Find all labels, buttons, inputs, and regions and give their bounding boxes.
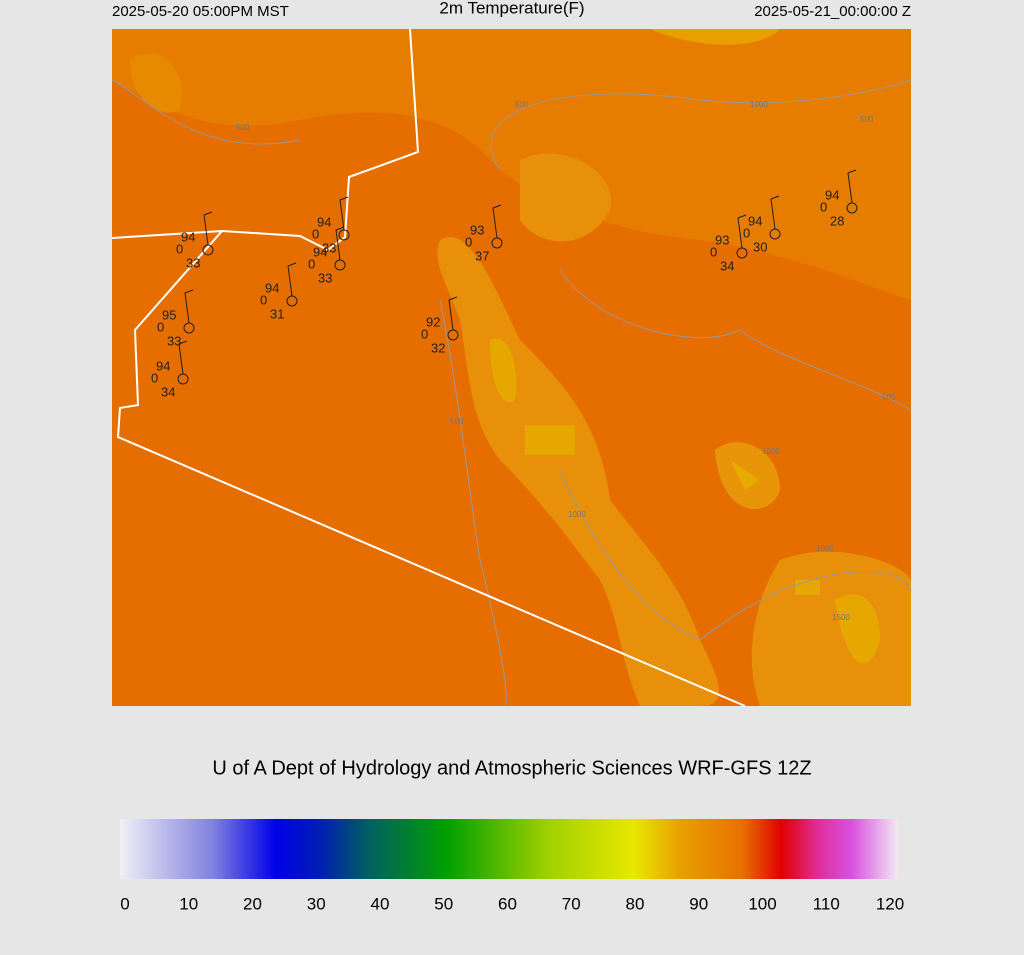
contour-label: 500	[515, 100, 529, 109]
colorbar-tick-label: 80	[626, 894, 645, 913]
colorbar-tick-label: 50	[434, 894, 453, 913]
colorbar-tick-label: 60	[498, 894, 517, 913]
dewpoint: 34	[720, 258, 734, 273]
gust: 0	[820, 199, 827, 214]
contour-label: 1000	[816, 544, 834, 553]
dewpoint: 32	[431, 340, 445, 355]
wind-barb	[339, 196, 349, 231]
wind-barb	[770, 195, 780, 230]
contour-label: 1000	[750, 100, 768, 109]
temperature: 92	[426, 314, 440, 329]
map	[111, 28, 912, 707]
wind-barb	[335, 226, 345, 261]
temperature: 94	[317, 214, 331, 229]
wind-barb	[203, 211, 213, 246]
gust: 0	[743, 225, 750, 240]
contour-label: 500	[236, 123, 250, 132]
gust: 0	[710, 244, 717, 259]
gust: 0	[308, 256, 315, 271]
gust: 0	[260, 292, 267, 307]
temperature: 94	[156, 358, 170, 373]
valid-time: 2025-05-20 05:00PM MST	[112, 3, 289, 20]
contour-label: 1000	[762, 447, 780, 456]
temperature: 94	[825, 187, 839, 202]
contour-label: 500	[860, 115, 874, 124]
temperature: 95	[162, 307, 176, 322]
colorbar-tick-label: 0	[120, 894, 129, 913]
model-time: 2025-05-21_00:00:00 Z	[754, 3, 911, 20]
dewpoint: 30	[753, 239, 767, 254]
colorbar-tick-label: 120	[876, 894, 904, 913]
temperature: 94	[181, 229, 195, 244]
temperature: 94	[265, 280, 279, 295]
gust: 0	[176, 241, 183, 256]
gust: 0	[465, 234, 472, 249]
temperature: 94	[313, 244, 327, 259]
dewpoint: 37	[475, 248, 489, 263]
gust: 0	[151, 370, 158, 385]
colorbar-tick-label: 20	[243, 894, 262, 913]
wind-barb	[847, 169, 857, 204]
colorbar-tick-label: 70	[562, 894, 581, 913]
dewpoint: 28	[830, 213, 844, 228]
wind-barb	[287, 262, 297, 297]
wind-barb	[492, 204, 502, 239]
colorbar-tick-label: 30	[307, 894, 326, 913]
temperature: 94	[748, 213, 762, 228]
contour-label: 500	[450, 417, 464, 426]
colorbar-tick-label: 100	[748, 894, 776, 913]
colorbar-tick-label: 10	[179, 894, 198, 913]
wind-barb	[178, 340, 188, 375]
dewpoint: 33	[318, 270, 332, 285]
colorbar	[120, 819, 898, 879]
dewpoint: 34	[161, 384, 175, 399]
colorbar-tick-label: 90	[689, 894, 708, 913]
temperature: 93	[470, 222, 484, 237]
gust: 0	[421, 326, 428, 341]
dewpoint: 33	[186, 255, 200, 270]
gust: 0	[157, 319, 164, 334]
dewpoint: 33	[322, 240, 336, 255]
dewpoint: 31	[270, 306, 284, 321]
footer: U of A Dept of Hydrology and Atmospheric…	[212, 757, 811, 779]
map-title: 2m Temperature(F)	[439, 0, 584, 17]
gust: 0	[312, 226, 319, 241]
wind-barb	[448, 296, 458, 331]
colorbar-tick-label: 110	[813, 894, 840, 913]
contour-label: 1500	[832, 613, 850, 622]
dewpoint: 33	[167, 333, 181, 348]
colorbar-tick-label: 40	[371, 894, 390, 913]
contour-label: 500	[882, 393, 896, 402]
wind-barb	[184, 289, 194, 324]
temperature: 93	[715, 232, 729, 247]
wind-barb	[737, 214, 747, 249]
contour-label: 1000	[568, 510, 586, 519]
